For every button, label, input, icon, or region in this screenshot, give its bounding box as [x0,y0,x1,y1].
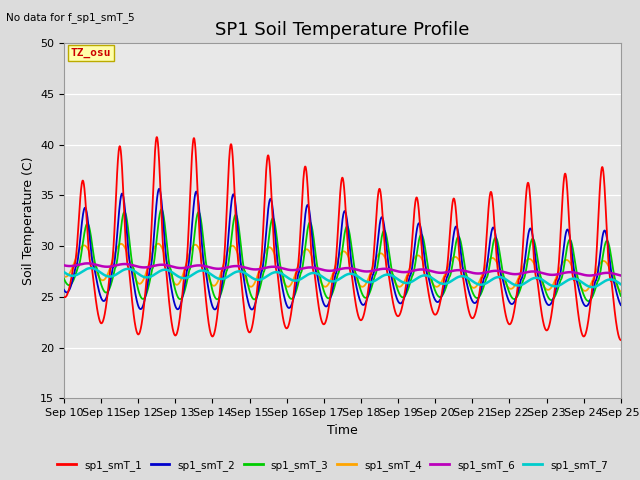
X-axis label: Time: Time [327,424,358,437]
Text: TZ_osu: TZ_osu [70,48,111,59]
Y-axis label: Soil Temperature (C): Soil Temperature (C) [22,156,35,285]
Title: SP1 Soil Temperature Profile: SP1 Soil Temperature Profile [215,21,470,39]
Text: No data for f_sp1_smT_5: No data for f_sp1_smT_5 [6,12,135,23]
Legend: sp1_smT_1, sp1_smT_2, sp1_smT_3, sp1_smT_4, sp1_smT_6, sp1_smT_7: sp1_smT_1, sp1_smT_2, sp1_smT_3, sp1_smT… [53,456,612,475]
